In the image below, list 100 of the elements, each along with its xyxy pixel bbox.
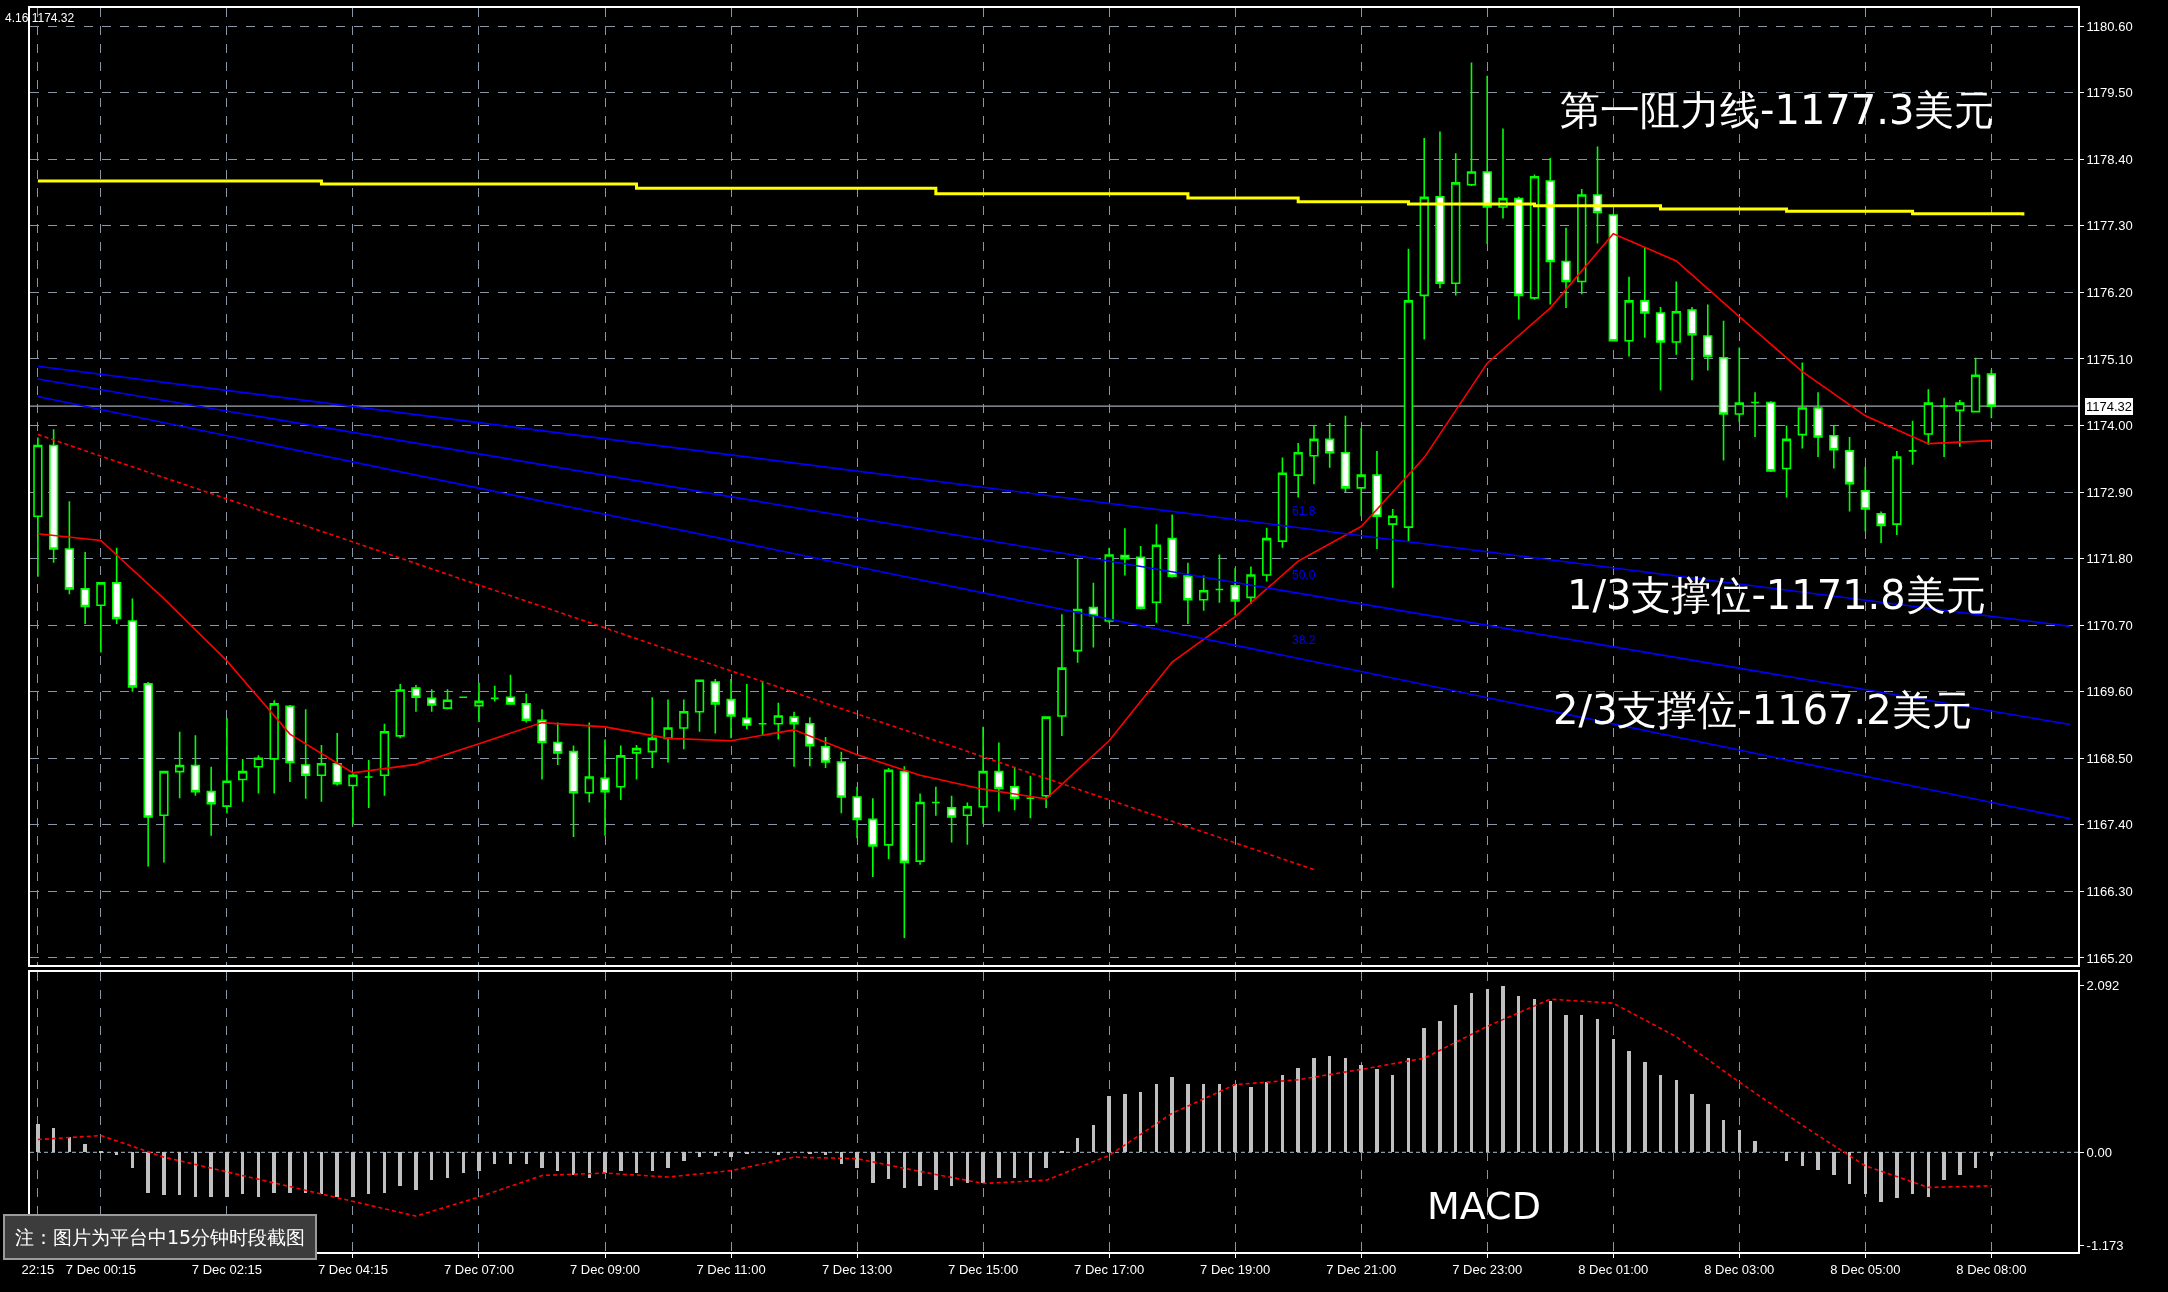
- annotation: 38.2: [1292, 633, 1316, 647]
- candlestick: [1214, 553, 1225, 604]
- candlestick: [1372, 450, 1382, 550]
- bar: [146, 1152, 150, 1194]
- bar: [351, 1152, 355, 1198]
- bar: [272, 1152, 276, 1194]
- annotation: MACD: [1427, 1184, 1541, 1228]
- bar: [1927, 1152, 1930, 1198]
- bar: [824, 1152, 827, 1156]
- bar: [1785, 1152, 1788, 1162]
- y-tick-label: 1179.50: [2086, 85, 2133, 101]
- bar: [635, 1152, 638, 1174]
- candlestick: [1923, 388, 1933, 446]
- candlestick: [773, 701, 783, 741]
- bar: [1470, 993, 1473, 1153]
- candlestick: [1608, 212, 1618, 342]
- bar: [304, 1152, 307, 1194]
- x-tick-label: 7 Dec 13:00: [822, 1261, 893, 1277]
- bar: [99, 1151, 103, 1154]
- bar: [1281, 1075, 1284, 1153]
- candlestick: [742, 683, 752, 731]
- y-tick-label: 0.00: [2086, 1144, 2112, 1160]
- candlestick: [1624, 275, 1634, 358]
- candlestick: [1797, 361, 1807, 450]
- bar: [966, 1152, 969, 1184]
- candlestick: [836, 750, 846, 815]
- bar: [1344, 1058, 1347, 1153]
- bar: [68, 1137, 71, 1153]
- candlestick: [190, 734, 201, 797]
- bar: [1659, 1075, 1662, 1153]
- candlestick: [584, 721, 594, 804]
- candlestick: [915, 792, 925, 866]
- candlestick: [600, 738, 610, 837]
- candlestick: [1135, 545, 1146, 611]
- bar: [446, 1152, 449, 1179]
- candlestick: [348, 772, 358, 826]
- y-tick-label: 1178.40: [2086, 151, 2133, 167]
- candlestick: [411, 684, 421, 713]
- bar: [367, 1152, 370, 1195]
- bar: [714, 1152, 717, 1157]
- bar: [1422, 1028, 1426, 1153]
- candlestick: [1687, 306, 1697, 381]
- candlestick: [1088, 582, 1099, 649]
- bar: [335, 1152, 339, 1198]
- y-tick-label: 1175.10: [2086, 351, 2133, 367]
- candlestick: [474, 681, 484, 723]
- bar: [698, 1152, 701, 1158]
- bar: [1202, 1084, 1205, 1153]
- bar: [1501, 986, 1505, 1153]
- bar: [1533, 999, 1536, 1153]
- bar: [383, 1152, 386, 1194]
- bar: [52, 1128, 55, 1153]
- y-tick-label: 1177.30: [2086, 218, 2133, 234]
- bar: [1139, 1092, 1142, 1153]
- x-tick-label: 8 Dec 05:00: [1830, 1261, 1901, 1277]
- candlestick: [442, 688, 453, 711]
- bar: [1186, 1084, 1190, 1153]
- bar: [320, 1152, 323, 1195]
- candlestick: [1246, 565, 1256, 605]
- candlestick: [631, 744, 642, 781]
- candlestick: [1309, 425, 1319, 485]
- candlestick: [1057, 613, 1067, 737]
- bar: [1454, 1005, 1457, 1153]
- candlestick: [1671, 280, 1681, 356]
- bar: [1359, 1065, 1363, 1153]
- bar: [1580, 1015, 1583, 1153]
- bar: [1627, 1051, 1631, 1153]
- candlestick: [127, 597, 138, 693]
- candlestick: [316, 744, 327, 803]
- candlestick: [1419, 137, 1429, 341]
- candlestick: [820, 736, 831, 769]
- candlestick: [427, 688, 437, 713]
- candlestick: [1734, 346, 1744, 423]
- bar: [1596, 1019, 1599, 1153]
- candlestick: [1561, 226, 1571, 309]
- bar: [1895, 1152, 1899, 1199]
- bar: [1123, 1094, 1127, 1153]
- candlestick: [1892, 450, 1902, 536]
- candlestick: [946, 795, 957, 844]
- candlestick: [1167, 513, 1177, 579]
- candlestick: [1718, 320, 1729, 462]
- bar: [1407, 1058, 1410, 1153]
- candlestick: [679, 698, 689, 751]
- bar: [1076, 1138, 1079, 1153]
- candlestick: [1955, 399, 1965, 448]
- x-tick-label: 8 Dec 03:00: [1704, 1261, 1775, 1277]
- candlestick: [395, 683, 405, 740]
- candlestick: [379, 723, 390, 797]
- candlestick: [1466, 61, 1477, 187]
- candlestick: [505, 674, 516, 705]
- candlestick: [1876, 510, 1886, 544]
- candlestick: [175, 730, 185, 800]
- bar: [36, 1124, 40, 1153]
- candlestick: [33, 436, 43, 578]
- bar: [1942, 1152, 1946, 1181]
- candlestick: [757, 681, 768, 737]
- x-tick-label: 8 Dec 01:00: [1578, 1261, 1649, 1277]
- candlestick: [1403, 248, 1414, 542]
- candlestick: [1262, 526, 1272, 583]
- bar: [1029, 1152, 1032, 1179]
